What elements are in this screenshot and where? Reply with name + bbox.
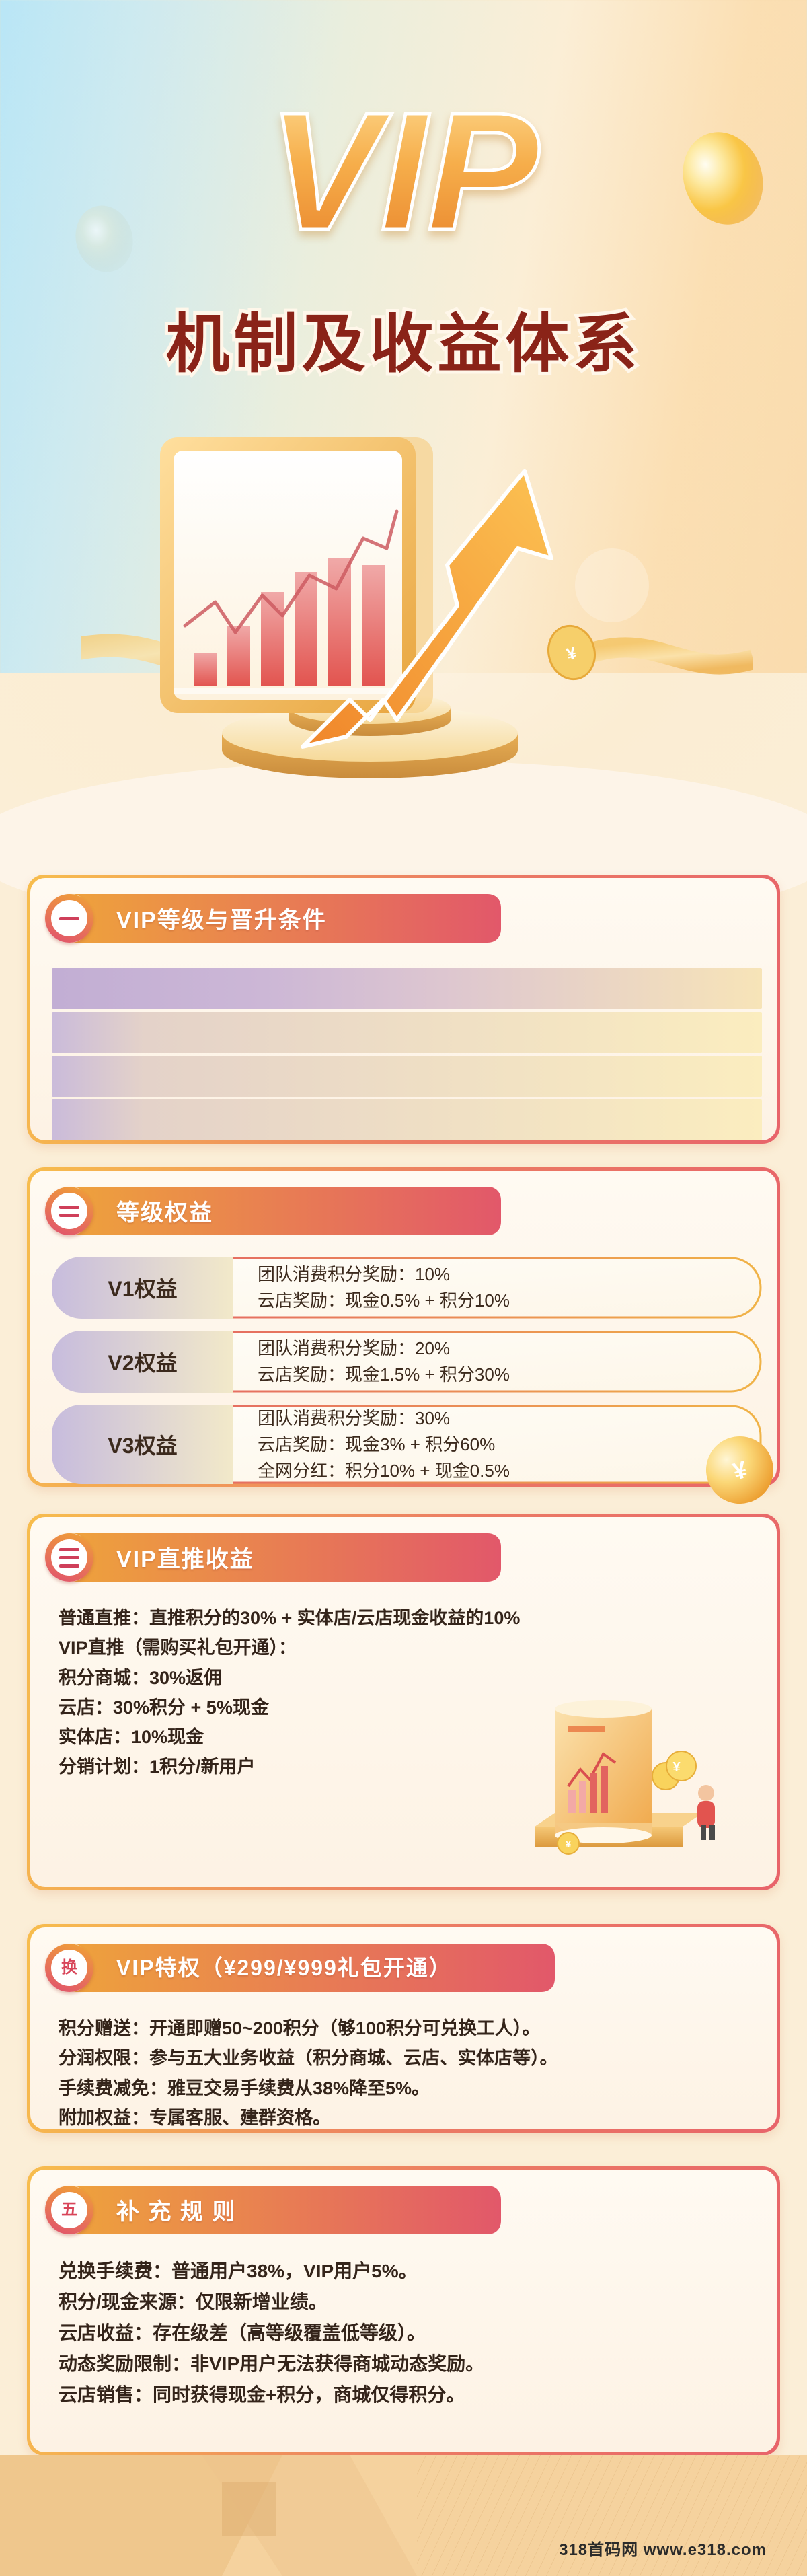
svg-text:¥: ¥ [566, 1839, 572, 1850]
svg-text:¥: ¥ [672, 1760, 681, 1775]
